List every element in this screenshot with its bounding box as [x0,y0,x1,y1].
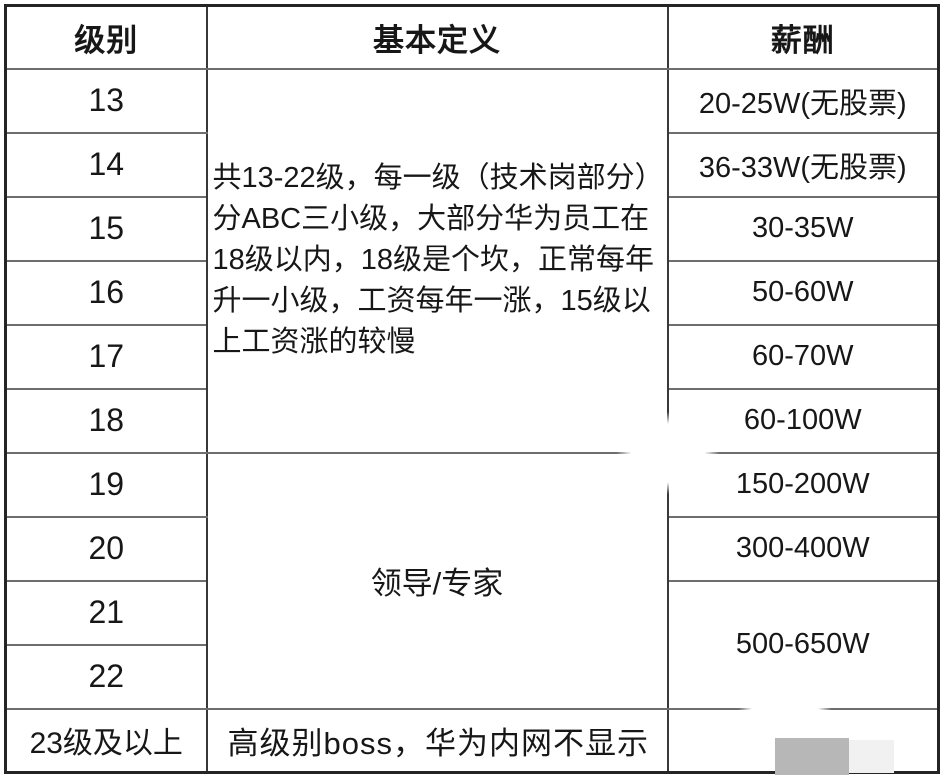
table-row-20: 20 300-400W [4,515,940,582]
salary-cell-23plus [666,707,940,774]
definition-cell-13-18: 共13-22级，每一级（技术岗部分）分ABC三小级，大部分华为员工在18级以内，… [205,67,669,454]
salary-cell-20: 300-400W [666,515,940,582]
header-row: 级别 基本定义 薪酬 [4,4,940,70]
level-cell-19: 19 [4,451,208,518]
table-row-21: 21 500-650W [4,579,940,710]
table-row-17: 17 60-70W [4,323,940,390]
table-row-14: 14 36-33W(无股票) [4,131,940,198]
salary-cell-18: 60-100W [666,387,940,454]
table-row-19: 19 领导/专家 150-200W [4,451,940,710]
level-cell-23plus: 23级及以上 [4,707,208,774]
definition-cell-19-22: 领导/专家 [205,451,669,710]
level-cell-18: 18 [4,387,208,454]
salary-table: 级别 基本定义 薪酬 13 共13-22级，每一级（技术岗部分）分ABC三小级，… [4,4,940,774]
salary-cell-14: 36-33W(无股票) [666,131,940,198]
table-row-23plus: 23级及以上 高级别boss，华为内网不显示 [4,707,940,774]
table-row-13: 13 共13-22级，每一级（技术岗部分）分ABC三小级，大部分华为员工在18级… [4,67,940,454]
level-cell-14: 14 [4,131,208,198]
level-cell-16: 16 [4,259,208,326]
table-row-16: 16 50-60W [4,259,940,326]
header-salary: 薪酬 [666,4,940,70]
level-cell-15: 15 [4,195,208,262]
table-row-22: 22 [4,643,939,710]
definition-cell-23plus: 高级别boss，华为内网不显示 [205,707,669,774]
salary-cell-17: 60-70W [666,323,940,390]
salary-cell-16: 50-60W [666,259,940,326]
salary-cell-21-22: 500-650W [666,579,940,710]
header-definition: 基本定义 [205,4,669,70]
level-cell-13: 13 [4,67,208,134]
level-cell-22: 22 [4,643,208,710]
header-level: 级别 [4,4,208,70]
salary-cell-13: 20-25W(无股票) [666,67,940,134]
table-row-15: 15 30-35W [4,195,940,262]
level-cell-21: 21 [4,579,208,646]
salary-cell-15: 30-35W [666,195,940,262]
level-cell-20: 20 [4,515,208,582]
salary-cell-19: 150-200W [666,451,940,518]
level-cell-17: 17 [4,323,208,390]
